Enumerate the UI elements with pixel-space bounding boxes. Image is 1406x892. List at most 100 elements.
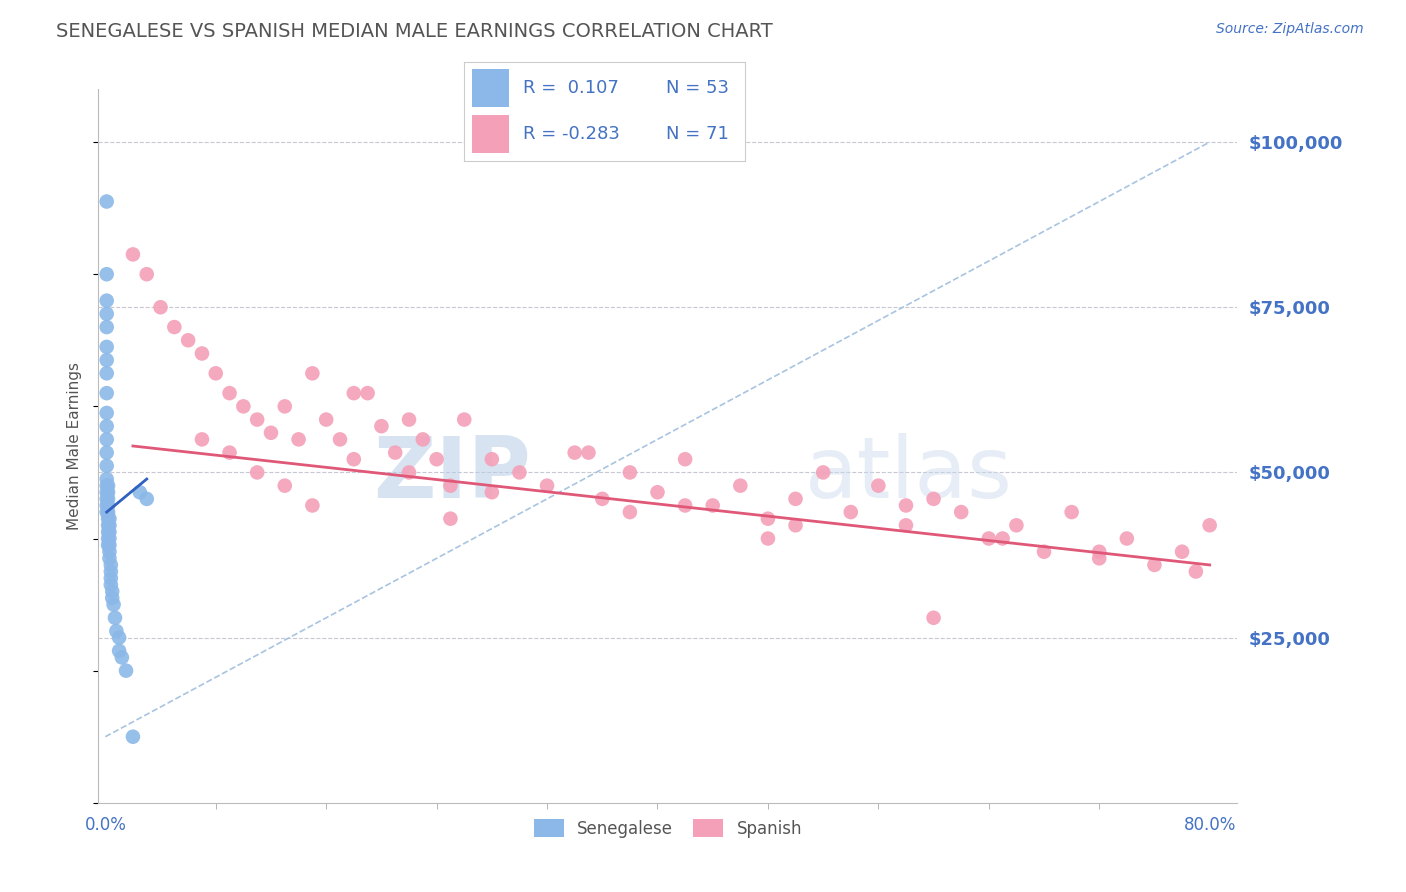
Point bbox=[128, 485, 150, 500]
Point bbox=[101, 584, 124, 599]
Point bbox=[122, 247, 145, 261]
Point bbox=[481, 485, 503, 500]
Point bbox=[591, 491, 613, 506]
Point bbox=[246, 466, 269, 480]
Point bbox=[96, 433, 118, 447]
Point bbox=[619, 505, 641, 519]
Point bbox=[97, 499, 120, 513]
Point bbox=[96, 293, 118, 308]
Point bbox=[384, 445, 406, 459]
Point bbox=[439, 511, 461, 525]
Point bbox=[811, 466, 834, 480]
Point bbox=[232, 400, 254, 414]
Point bbox=[274, 400, 297, 414]
Point bbox=[96, 472, 118, 486]
Point bbox=[412, 433, 434, 447]
Text: R =  0.107: R = 0.107 bbox=[523, 79, 619, 97]
Point bbox=[1033, 545, 1056, 559]
Point bbox=[977, 532, 1000, 546]
Point bbox=[96, 458, 118, 473]
Point bbox=[204, 367, 226, 381]
Text: ZIP: ZIP bbox=[374, 433, 531, 516]
Point bbox=[702, 499, 724, 513]
Point bbox=[98, 532, 121, 546]
Point bbox=[97, 478, 120, 492]
Point bbox=[1171, 545, 1194, 559]
Point bbox=[246, 412, 269, 426]
Point bbox=[287, 433, 309, 447]
Point bbox=[868, 478, 890, 492]
Point bbox=[301, 499, 323, 513]
Point bbox=[785, 518, 807, 533]
Point bbox=[96, 445, 118, 459]
Point bbox=[96, 267, 118, 281]
Point bbox=[96, 478, 118, 492]
Point bbox=[98, 538, 121, 552]
Point bbox=[191, 433, 214, 447]
Point bbox=[1143, 558, 1166, 572]
Point bbox=[370, 419, 392, 434]
Point bbox=[97, 538, 120, 552]
Point bbox=[97, 532, 120, 546]
Text: SENEGALESE VS SPANISH MEDIAN MALE EARNINGS CORRELATION CHART: SENEGALESE VS SPANISH MEDIAN MALE EARNIN… bbox=[56, 22, 773, 41]
Point bbox=[135, 267, 157, 281]
Point bbox=[894, 499, 917, 513]
Point bbox=[922, 611, 945, 625]
Point bbox=[97, 524, 120, 539]
Point bbox=[894, 518, 917, 533]
Point bbox=[96, 194, 118, 209]
Point bbox=[439, 478, 461, 492]
Point bbox=[730, 478, 752, 492]
Point bbox=[315, 412, 337, 426]
Point bbox=[785, 491, 807, 506]
Point bbox=[115, 664, 138, 678]
Point bbox=[96, 485, 118, 500]
Point bbox=[100, 578, 122, 592]
Point bbox=[481, 452, 503, 467]
Text: Source: ZipAtlas.com: Source: ZipAtlas.com bbox=[1216, 22, 1364, 37]
Point bbox=[398, 412, 420, 426]
Point bbox=[1088, 551, 1111, 566]
Point bbox=[101, 591, 124, 605]
Point bbox=[578, 445, 600, 459]
Point bbox=[756, 511, 779, 525]
Bar bbox=[472, 70, 509, 107]
Point bbox=[564, 445, 586, 459]
Point bbox=[398, 466, 420, 480]
Point bbox=[96, 419, 118, 434]
Point bbox=[105, 624, 128, 638]
Point bbox=[1060, 505, 1083, 519]
Point bbox=[97, 511, 120, 525]
Point bbox=[1088, 545, 1111, 559]
Point bbox=[96, 491, 118, 506]
Point bbox=[149, 300, 172, 314]
Point bbox=[96, 307, 118, 321]
Point bbox=[96, 499, 118, 513]
Point bbox=[100, 565, 122, 579]
Point bbox=[191, 346, 214, 360]
Point bbox=[508, 466, 530, 480]
Point bbox=[96, 340, 118, 354]
Point bbox=[104, 611, 127, 625]
Point bbox=[100, 558, 122, 572]
Point bbox=[343, 452, 366, 467]
Point bbox=[108, 644, 131, 658]
Point bbox=[97, 518, 120, 533]
Point bbox=[329, 433, 352, 447]
Y-axis label: Median Male Earnings: Median Male Earnings bbox=[67, 362, 83, 530]
Point bbox=[356, 386, 378, 401]
Point bbox=[97, 491, 120, 506]
Point bbox=[96, 320, 118, 334]
Point bbox=[98, 511, 121, 525]
Text: N = 71: N = 71 bbox=[666, 125, 730, 143]
Point bbox=[274, 478, 297, 492]
Text: R = -0.283: R = -0.283 bbox=[523, 125, 620, 143]
Point bbox=[218, 386, 240, 401]
Point bbox=[536, 478, 558, 492]
Point bbox=[97, 505, 120, 519]
Point bbox=[922, 491, 945, 506]
Point bbox=[647, 485, 669, 500]
Point bbox=[98, 518, 121, 533]
Point bbox=[135, 491, 157, 506]
Point bbox=[1115, 532, 1137, 546]
